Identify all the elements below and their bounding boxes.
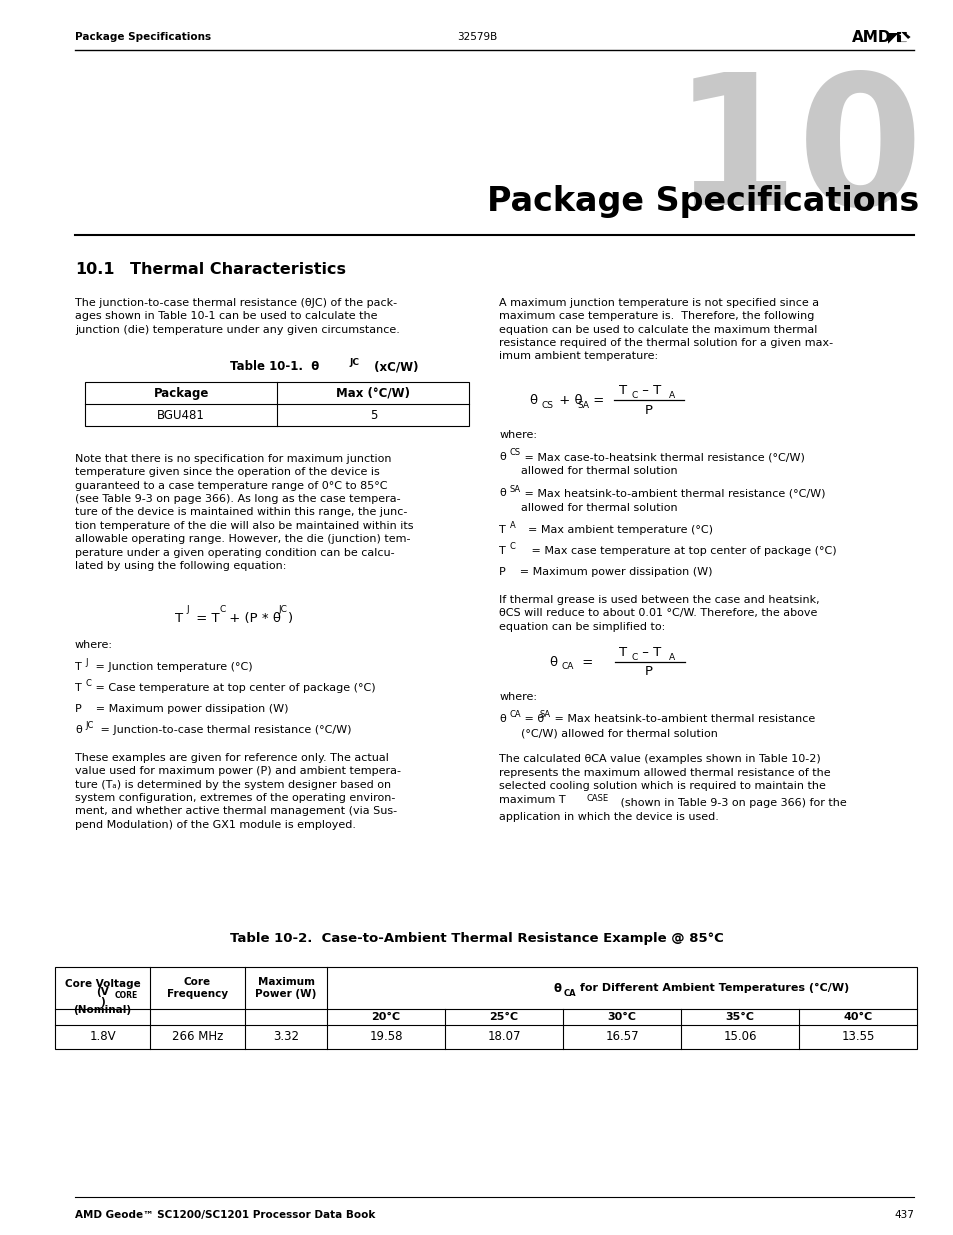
Text: = Junction-to-case thermal resistance (°C/W): = Junction-to-case thermal resistance (°…	[97, 725, 351, 735]
Text: SA: SA	[577, 400, 589, 410]
Text: 40°C: 40°C	[842, 1011, 872, 1023]
Text: Maximum
Power (W): Maximum Power (W)	[255, 977, 316, 999]
Text: θ: θ	[554, 982, 561, 994]
Text: = Junction temperature (°C): = Junction temperature (°C)	[91, 662, 253, 672]
Text: 15.06: 15.06	[722, 1030, 756, 1044]
Text: Package: Package	[153, 387, 209, 399]
Text: (shown in Table 9-3 on page 366) for the: (shown in Table 9-3 on page 366) for the	[617, 798, 846, 808]
Text: 32579B: 32579B	[456, 32, 497, 42]
Text: = Max ambient temperature (°C): = Max ambient temperature (°C)	[521, 525, 713, 535]
Text: T: T	[618, 646, 627, 658]
Text: 35°C: 35°C	[724, 1011, 754, 1023]
Text: J: J	[186, 605, 189, 614]
Text: (Nominal): (Nominal)	[73, 1005, 132, 1015]
Text: AMD: AMD	[851, 30, 890, 44]
Text: – T: – T	[638, 384, 661, 396]
Text: T: T	[75, 662, 82, 672]
Text: A maximum junction temperature is not specified since a
maximum case temperature: A maximum junction temperature is not sp…	[499, 298, 833, 362]
Text: P    = Maximum power dissipation (W): P = Maximum power dissipation (W)	[75, 704, 288, 714]
Text: θ: θ	[499, 452, 506, 462]
Text: 20°C: 20°C	[371, 1011, 400, 1023]
Text: = T: = T	[193, 613, 220, 625]
Text: These examples are given for reference only. The actual
value used for maximum p: These examples are given for reference o…	[75, 753, 400, 830]
Text: J: J	[85, 658, 88, 667]
Text: (xC/W): (xC/W)	[370, 359, 417, 373]
Text: = θ: = θ	[521, 714, 544, 724]
Text: CS: CS	[541, 400, 553, 410]
Text: allowed for thermal solution: allowed for thermal solution	[521, 467, 678, 477]
Text: A: A	[668, 390, 674, 399]
Text: AMD Geode™ SC1200/SC1201 Processor Data Book: AMD Geode™ SC1200/SC1201 Processor Data …	[75, 1210, 375, 1220]
Text: C: C	[631, 652, 638, 662]
Text: CS: CS	[509, 448, 520, 457]
Text: for Different Ambient Temperatures (°C/W): for Different Ambient Temperatures (°C/W…	[576, 983, 848, 993]
Polygon shape	[898, 35, 902, 37]
Text: 13.55: 13.55	[841, 1030, 874, 1044]
Text: C: C	[631, 390, 638, 399]
Text: A: A	[509, 521, 515, 530]
Text: ◣: ◣	[900, 30, 910, 42]
Text: A: A	[668, 652, 674, 662]
Text: C: C	[509, 542, 515, 551]
Bar	[897, 33, 904, 41]
Text: JC: JC	[85, 721, 93, 730]
Text: CA: CA	[563, 988, 576, 998]
Text: If thermal grease is used between the case and heatsink,
θCS will reduce to abou: If thermal grease is used between the ca…	[499, 595, 820, 632]
Text: 10: 10	[672, 67, 923, 243]
Text: The junction-to-case thermal resistance (θJC) of the pack-
ages shown in Table 1: The junction-to-case thermal resistance …	[75, 298, 399, 335]
Text: 266 MHz: 266 MHz	[172, 1030, 223, 1044]
Text: = Max heatsink-to-ambient thermal resistance (°C/W): = Max heatsink-to-ambient thermal resist…	[521, 489, 825, 499]
Text: Table 10-2.  Case-to-Ambient Thermal Resistance Example @ 85°C: Table 10-2. Case-to-Ambient Thermal Resi…	[230, 932, 723, 945]
Text: θ: θ	[499, 714, 506, 724]
Text: T: T	[75, 683, 82, 693]
Text: – T: – T	[638, 646, 661, 658]
Text: P: P	[644, 666, 652, 678]
Text: 25°C: 25°C	[489, 1011, 518, 1023]
Text: CASE: CASE	[586, 794, 608, 803]
Text: θ: θ	[499, 489, 506, 499]
Text: θ: θ	[549, 656, 558, 668]
Text: 437: 437	[893, 1210, 913, 1220]
Text: 10.1: 10.1	[75, 262, 114, 277]
Text: Table 10-1.  θ: Table 10-1. θ	[230, 359, 319, 373]
Bar	[85, 382, 469, 426]
Text: Core
Frequency: Core Frequency	[167, 977, 228, 999]
Text: where:: where:	[75, 640, 112, 650]
Text: T: T	[499, 525, 506, 535]
Text: Package Specifications: Package Specifications	[75, 32, 211, 42]
Text: (°C/W) allowed for thermal solution: (°C/W) allowed for thermal solution	[521, 729, 718, 739]
Text: 19.58: 19.58	[369, 1030, 402, 1044]
Text: + θ: + θ	[555, 394, 582, 406]
Text: CA: CA	[561, 662, 574, 672]
Text: θ: θ	[529, 394, 537, 406]
Text: allowed for thermal solution: allowed for thermal solution	[521, 503, 678, 513]
Text: 30°C: 30°C	[607, 1011, 636, 1023]
Text: =: =	[589, 394, 604, 406]
Text: Package Specifications: Package Specifications	[486, 185, 918, 219]
Text: C: C	[219, 605, 225, 614]
Text: SA: SA	[509, 484, 520, 494]
Text: = Max heatsink-to-ambient thermal resistance: = Max heatsink-to-ambient thermal resist…	[551, 714, 815, 724]
Text: = Case temperature at top center of package (°C): = Case temperature at top center of pack…	[91, 683, 375, 693]
Text: =: =	[577, 656, 592, 668]
Text: BGU481: BGU481	[157, 409, 205, 421]
Text: T: T	[618, 384, 627, 396]
Text: T: T	[174, 613, 183, 625]
Text: (V: (V	[96, 987, 109, 997]
Text: = Max case temperature at top center of package (°C): = Max case temperature at top center of …	[521, 546, 836, 556]
Text: Core Voltage: Core Voltage	[65, 979, 140, 989]
Text: Max (°C/W): Max (°C/W)	[336, 387, 410, 399]
Text: θ: θ	[75, 725, 82, 735]
Text: P: P	[644, 404, 652, 416]
Text: = Max case-to-heatsink thermal resistance (°C/W): = Max case-to-heatsink thermal resistanc…	[521, 452, 804, 462]
Text: P    = Maximum power dissipation (W): P = Maximum power dissipation (W)	[499, 567, 712, 577]
Text: The calculated θCA value (examples shown in Table 10-2)
represents the maximum a: The calculated θCA value (examples shown…	[499, 755, 830, 804]
Text: Thermal Characteristics: Thermal Characteristics	[130, 262, 346, 277]
Text: JC: JC	[277, 605, 287, 614]
Text: 16.57: 16.57	[604, 1030, 639, 1044]
Text: SA: SA	[539, 710, 550, 719]
Text: CORE: CORE	[114, 990, 137, 1000]
Text: 1.8V: 1.8V	[89, 1030, 115, 1044]
Text: application in which the device is used.: application in which the device is used.	[499, 813, 719, 823]
Text: ◤: ◤	[887, 30, 898, 44]
